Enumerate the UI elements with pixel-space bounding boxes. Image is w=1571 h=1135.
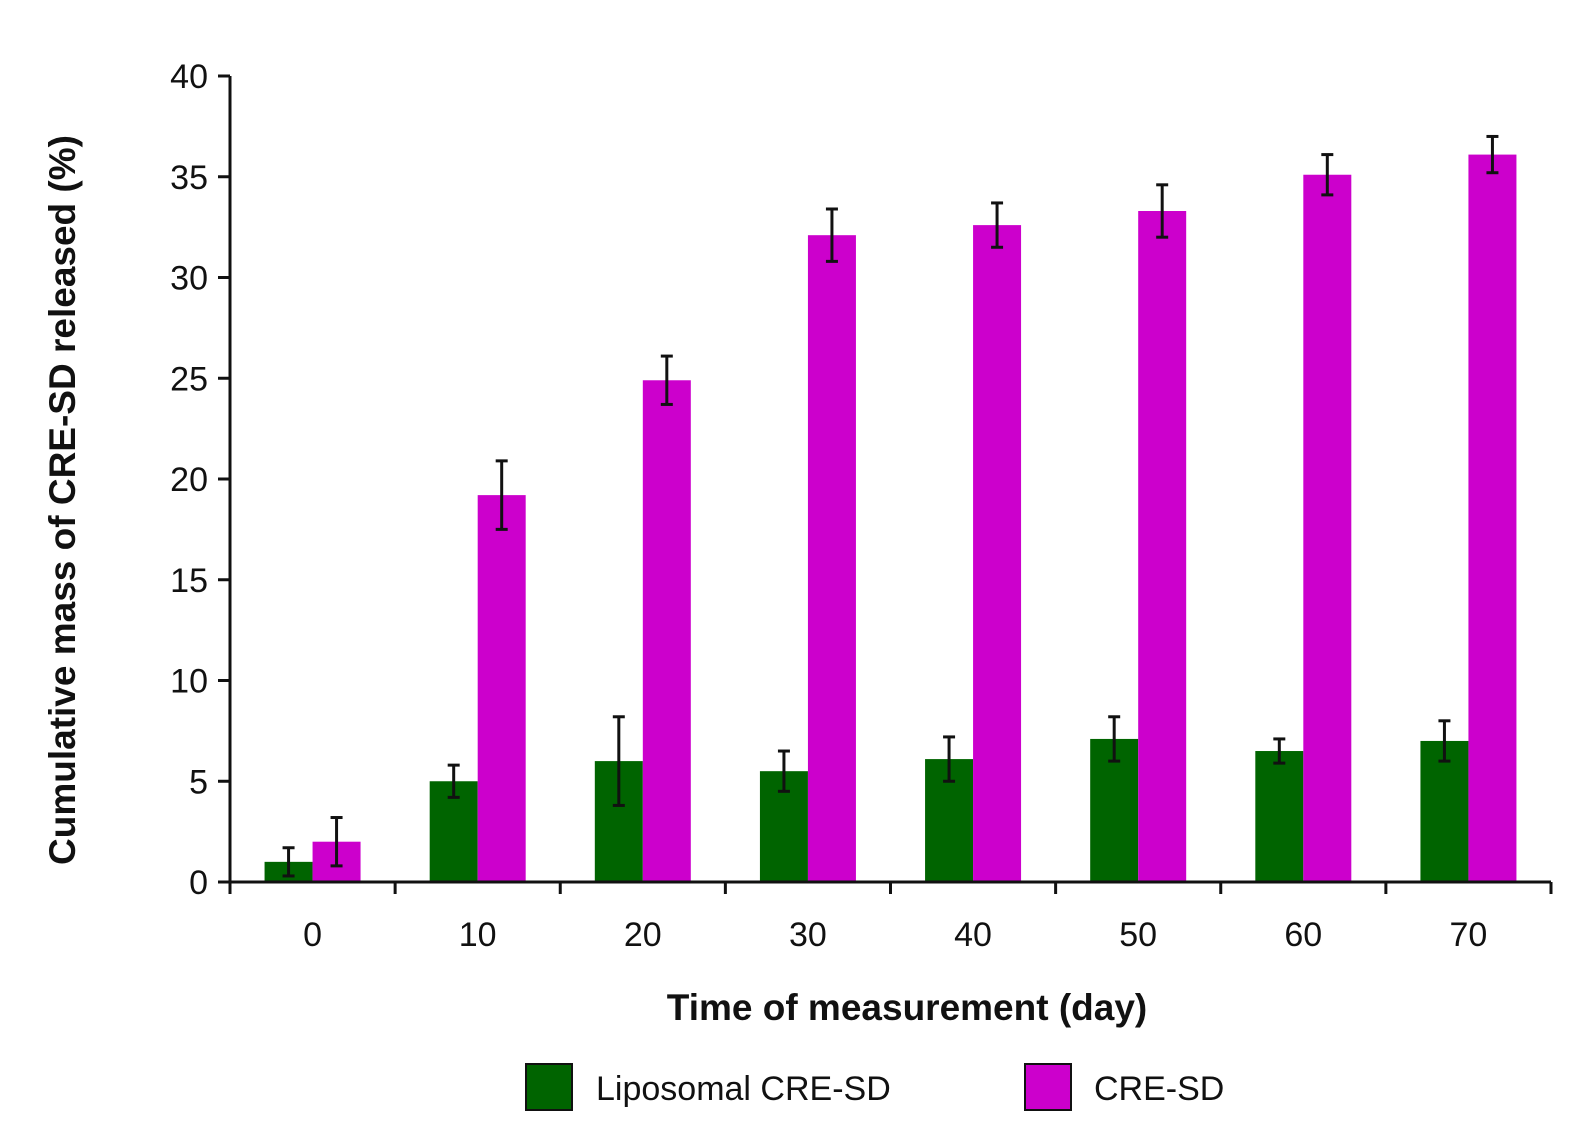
error-bar-cre-sd-day-20 [660, 354, 673, 406]
error-bar-cre-sd-day-70 [1486, 134, 1499, 175]
x-tick-label-70: 70 [1450, 916, 1488, 954]
bar-liposomal-cre-sd-day-50 [1090, 738, 1139, 882]
bar-cre-sd-day-30 [807, 235, 856, 882]
error-bar-liposomal-cre-sd-day-40 [943, 735, 956, 783]
error-bar-liposomal-cre-sd-day-60 [1273, 737, 1286, 765]
legend-label-liposomal-cre-sd: Liposomal CRE-SD [596, 1070, 891, 1108]
x-tick-label-20: 20 [624, 916, 662, 954]
x-tick-label-30: 30 [789, 916, 827, 954]
error-bar-cre-sd-day-30 [825, 207, 838, 263]
bar-cre-sd-day-10 [477, 495, 526, 882]
error-bar-cre-sd-day-10 [495, 459, 508, 531]
y-axis-title: Cumulative mass of CRE-SD released (%) [42, 135, 83, 865]
x-axis-title: Time of measurement (day) [667, 987, 1147, 1028]
error-bar-liposomal-cre-sd-day-70 [1438, 719, 1451, 763]
bar-cre-sd-day-70 [1468, 154, 1517, 882]
y-tick-label-0: 0 [189, 864, 208, 902]
bar-cre-sd-day-60 [1303, 174, 1352, 883]
legend: Liposomal CRE-SD CRE-SD [525, 1063, 1224, 1111]
x-tick-label-50: 50 [1119, 916, 1157, 954]
y-tick-label-5: 5 [189, 763, 208, 801]
error-bars-layer [282, 134, 1499, 878]
y-tick-label-20: 20 [170, 461, 208, 499]
y-tick-label-25: 25 [170, 360, 208, 398]
x-tick-label-40: 40 [954, 916, 992, 954]
bar-cre-sd-day-40 [973, 225, 1022, 883]
tick-labels-layer: 0 5 10 15 20 25 30 35 40 0 10 20 30 40 50 60 70 [170, 58, 1487, 954]
y-tick-label-15: 15 [170, 562, 208, 600]
x-tick-label-0: 0 [303, 916, 322, 954]
error-bar-cre-sd-day-60 [1321, 153, 1334, 197]
y-tick-label-40: 40 [170, 58, 208, 96]
error-bar-liposomal-cre-sd-day-10 [447, 763, 460, 799]
y-tick-label-10: 10 [170, 663, 208, 701]
x-tick-label-10: 10 [459, 916, 497, 954]
error-bar-cre-sd-day-40 [991, 201, 1004, 249]
bar-cre-sd-day-20 [642, 380, 691, 882]
error-bar-liposomal-cre-sd-day-20 [612, 715, 625, 807]
bars-layer [264, 154, 1517, 883]
error-bar-cre-sd-day-50 [1156, 183, 1169, 239]
error-bar-liposomal-cre-sd-day-0 [282, 846, 295, 878]
x-tick-label-60: 60 [1284, 916, 1322, 954]
bar-liposomal-cre-sd-day-60 [1255, 751, 1304, 882]
error-bar-cre-sd-day-0 [330, 816, 343, 868]
bar-cre-sd-day-50 [1138, 211, 1187, 882]
bar-liposomal-cre-sd-day-70 [1420, 740, 1469, 882]
y-tick-label-35: 35 [170, 159, 208, 197]
y-tick-label-30: 30 [170, 260, 208, 298]
error-bar-liposomal-cre-sd-day-30 [777, 749, 790, 793]
legend-label-cre-sd: CRE-SD [1094, 1070, 1224, 1108]
legend-swatch-cre-sd [1024, 1063, 1072, 1111]
error-bar-liposomal-cre-sd-day-50 [1108, 715, 1121, 763]
axes-layer [218, 74, 1553, 894]
legend-swatch-liposomal-cre-sd [525, 1063, 573, 1111]
